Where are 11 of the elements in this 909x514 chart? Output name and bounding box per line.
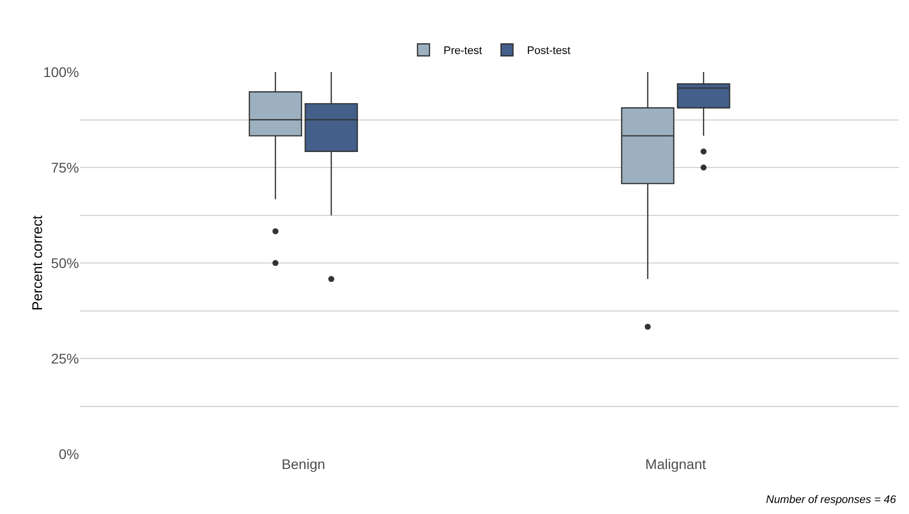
x-tick-label: Benign: [282, 456, 326, 472]
text: Number of responses = 46: [766, 494, 897, 506]
y-tick-label: 75%: [50, 159, 79, 176]
legend-label: Post-test: [527, 45, 570, 58]
x-tick-label: Malignant: [645, 456, 706, 472]
y-tick-label: 50%: [50, 254, 79, 271]
y-tick-label: 25%: [50, 350, 79, 366]
y-tick-label: 0%: [58, 446, 79, 462]
legend-label: Pre-test: [444, 45, 482, 58]
y-tick-label: 100%: [43, 64, 79, 80]
y-axis-title: Percent correct: [29, 215, 45, 310]
